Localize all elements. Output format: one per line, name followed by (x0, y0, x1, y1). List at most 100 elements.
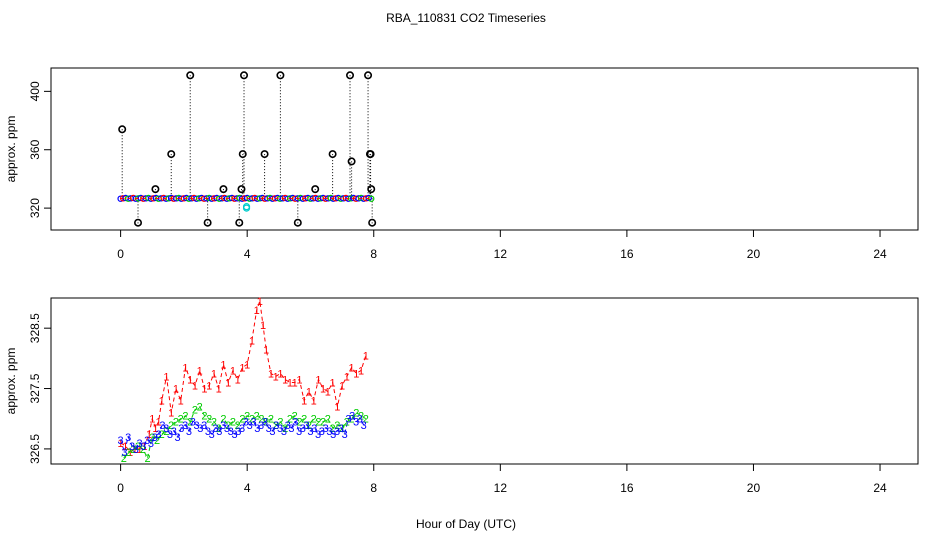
series-point: 2 (182, 411, 188, 423)
series-point: 1 (163, 371, 169, 383)
series-point: 2 (130, 444, 136, 456)
series-point: 3 (201, 420, 207, 432)
x-tick-label: 0 (117, 481, 124, 495)
series-point: 3 (307, 426, 313, 438)
series-point: 2 (149, 432, 155, 444)
series-point: 3 (311, 423, 317, 435)
spike-point (293, 218, 302, 227)
series-point: 3 (182, 420, 188, 432)
series-point: 3 (239, 423, 245, 435)
series-point: 1 (260, 320, 266, 332)
series-point: 1 (257, 296, 263, 308)
series-point: 3 (319, 426, 325, 438)
y-tick-label: 326.5 (28, 434, 42, 464)
series-point: 3 (262, 417, 268, 429)
series-point: 3 (216, 426, 222, 438)
series-point: 3 (330, 429, 336, 441)
series-point: 2 (135, 441, 141, 453)
y-tick-label: 360 (28, 139, 42, 159)
spike-point (311, 185, 320, 194)
series-point: 3 (152, 432, 158, 444)
spike-point (134, 218, 143, 227)
series-point: 2 (178, 414, 184, 426)
series-point: 2 (344, 417, 350, 429)
series-point: 2 (320, 417, 326, 429)
series-point: 3 (250, 417, 256, 429)
series-point: 3 (281, 426, 287, 438)
series-point: 3 (133, 444, 139, 456)
series-point: 1 (282, 374, 288, 386)
series-point: 3 (288, 423, 294, 435)
series-point: 3 (231, 429, 237, 441)
series-point: 3 (361, 420, 367, 432)
x-tick-label: 12 (494, 481, 508, 495)
series-point: 3 (254, 423, 260, 435)
series-point: 1 (182, 362, 188, 374)
series-point: 3 (156, 429, 162, 441)
series-point: 1 (311, 396, 317, 408)
series-point: 3 (300, 423, 306, 435)
series-point: 1 (325, 387, 331, 399)
spike-point (186, 71, 195, 80)
series-point: 3 (243, 417, 249, 429)
series-point: 2 (306, 420, 312, 432)
series-point: 1 (292, 378, 298, 390)
series-point: 1 (178, 396, 184, 408)
series-point: 1 (201, 384, 207, 396)
series-point: 1 (197, 365, 203, 377)
series-point: 3 (357, 414, 363, 426)
series-point: 2 (263, 417, 269, 429)
series-point: 2 (325, 414, 331, 426)
series-point: 1 (230, 365, 236, 377)
series-point: 1 (254, 305, 260, 317)
series-point: 1 (249, 335, 255, 347)
series-point: 3 (140, 441, 146, 453)
series-point: 3 (190, 417, 196, 429)
spike-point (118, 125, 127, 134)
series-point: 2 (121, 453, 127, 465)
series-point: 1 (235, 374, 241, 386)
chart-title: RBA_110831 CO2 Timeseries (386, 11, 546, 25)
series-point: 3 (167, 429, 173, 441)
spike-point (219, 185, 228, 194)
spike-point (260, 150, 269, 159)
series-point: 3 (197, 423, 203, 435)
series-point: 1 (358, 365, 364, 377)
series-point: 1 (137, 444, 143, 456)
series-line (120, 414, 365, 454)
series-point: 2 (277, 417, 283, 429)
x-tick-label: 0 (117, 247, 124, 261)
series-point: 3 (125, 432, 131, 444)
spike-point (276, 71, 285, 80)
series-point: 2 (301, 414, 307, 426)
series-point: 3 (193, 420, 199, 432)
series-point: 3 (144, 435, 150, 447)
spike-point (237, 185, 246, 194)
series-point: 1 (301, 396, 307, 408)
series-point: 3 (345, 414, 351, 426)
panel-bottom: approx. ppm 0 4 8 12 16 20 24 326.5327.5328.5 … (4, 296, 919, 495)
spike-point (167, 150, 176, 159)
series-point: 3 (129, 441, 135, 453)
series-point: 3 (258, 420, 264, 432)
series-point: 1 (334, 402, 340, 414)
series-point: 2 (216, 423, 222, 435)
series-point: 2 (358, 411, 364, 423)
series-point: 2 (287, 414, 293, 426)
series-point: 2 (187, 417, 193, 429)
series-point: 2 (282, 423, 288, 435)
series-point: 2 (330, 423, 336, 435)
series-point: 2 (296, 417, 302, 429)
y-tick-label: 327.5 (28, 373, 42, 403)
spike-point (347, 157, 356, 166)
series-point: 3 (148, 438, 154, 450)
series-point: 1 (159, 396, 165, 408)
series-point: 1 (244, 359, 250, 371)
spike-point (368, 218, 377, 227)
series-point: 1 (287, 378, 293, 390)
series-point: 3 (171, 426, 177, 438)
series-point: 2 (230, 417, 236, 429)
x-tick-label: 16 (620, 247, 634, 261)
series-point: 1 (156, 417, 162, 429)
series-point: 2 (154, 435, 160, 447)
